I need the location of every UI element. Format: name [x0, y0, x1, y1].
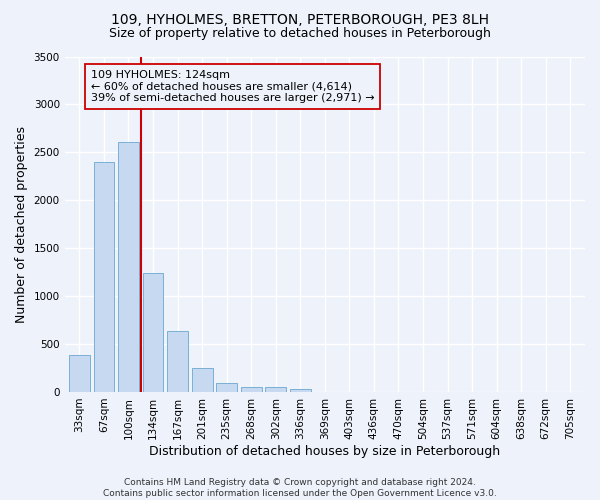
Bar: [241, 386, 262, 392]
Bar: [143, 273, 163, 392]
Text: Size of property relative to detached houses in Peterborough: Size of property relative to detached ho…: [109, 28, 491, 40]
Bar: [265, 387, 286, 392]
Y-axis label: Number of detached properties: Number of detached properties: [15, 126, 28, 322]
X-axis label: Distribution of detached houses by size in Peterborough: Distribution of detached houses by size …: [149, 444, 500, 458]
Text: Contains HM Land Registry data © Crown copyright and database right 2024.
Contai: Contains HM Land Registry data © Crown c…: [103, 478, 497, 498]
Bar: [167, 330, 188, 392]
Bar: [216, 383, 237, 392]
Bar: [69, 354, 90, 392]
Bar: [118, 142, 139, 392]
Text: 109, HYHOLMES, BRETTON, PETERBOROUGH, PE3 8LH: 109, HYHOLMES, BRETTON, PETERBOROUGH, PE…: [111, 12, 489, 26]
Text: 109 HYHOLMES: 124sqm
← 60% of detached houses are smaller (4,614)
39% of semi-de: 109 HYHOLMES: 124sqm ← 60% of detached h…: [91, 70, 374, 103]
Bar: [191, 368, 212, 392]
Bar: [94, 162, 115, 392]
Bar: [290, 388, 311, 392]
